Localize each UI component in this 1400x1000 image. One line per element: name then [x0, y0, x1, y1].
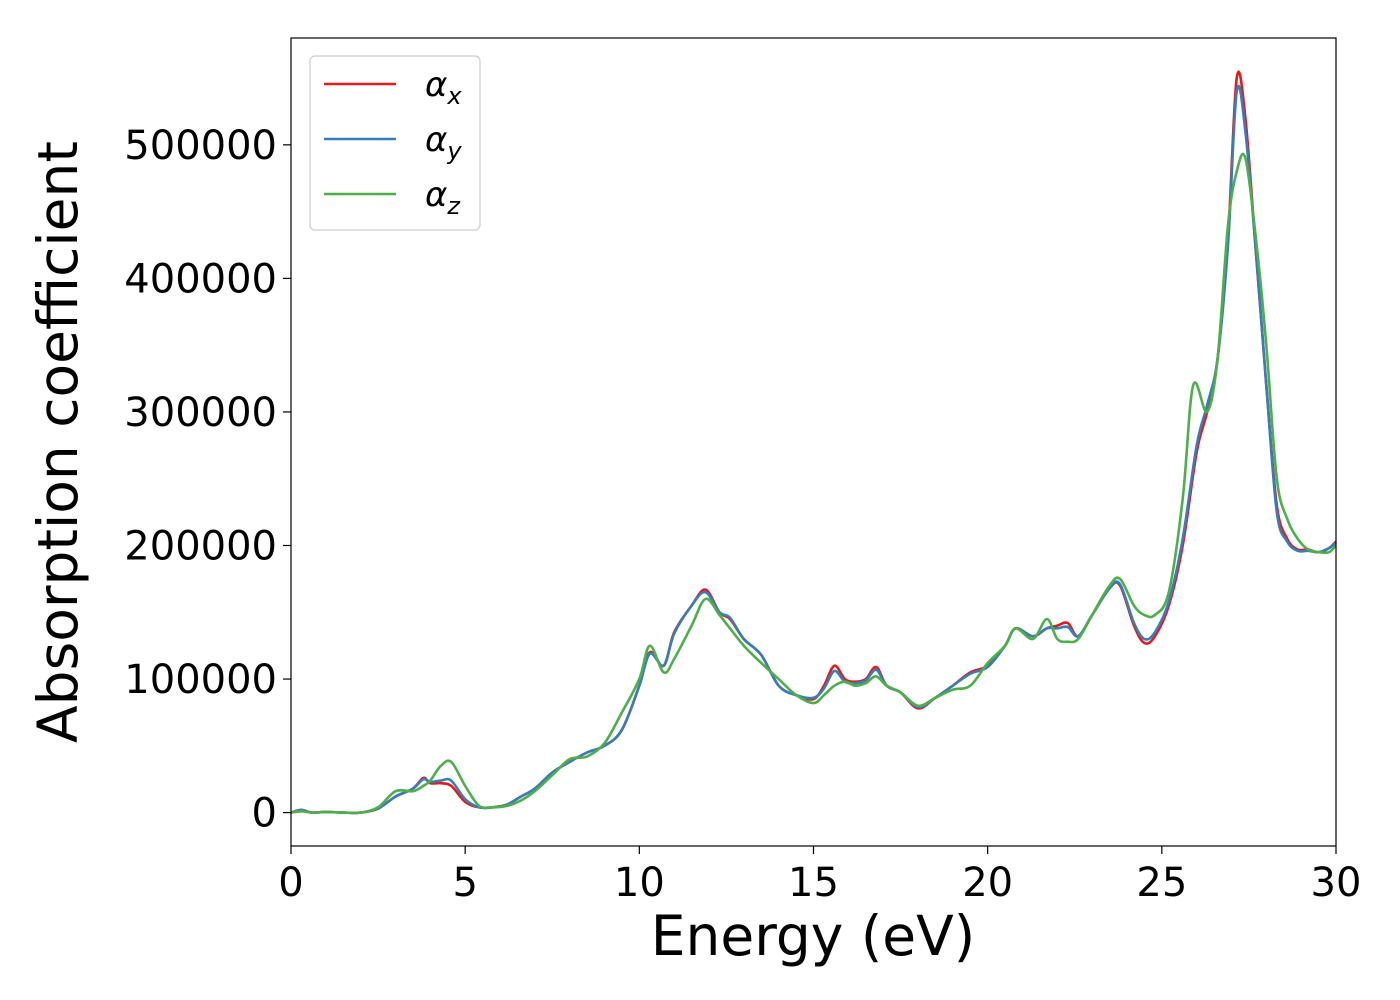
legend-label-y: αy: [425, 120, 462, 165]
legend-label-z: αz: [425, 175, 461, 220]
series-layer: [290, 70, 1337, 815]
y-axis: 0 100000 200000 300000 400000 500000: [124, 123, 291, 837]
y-tick-label: 200000: [124, 524, 277, 570]
x-axis: 0 5 10 15 20 25 30: [278, 846, 1361, 906]
y-tick-label: 400000: [124, 256, 277, 302]
x-axis-title: Energy (eV): [651, 904, 975, 968]
legend: αx αy αz: [309, 55, 481, 231]
y-tick-label: 300000: [124, 390, 277, 436]
x-tick-label: 10: [614, 860, 665, 906]
y-tick-label: 100000: [124, 657, 277, 703]
legend-label-x: αx: [425, 65, 462, 110]
legend-box: [309, 55, 481, 231]
x-tick-label: 0: [278, 860, 303, 906]
x-tick-label: 5: [452, 860, 477, 906]
y-axis-title: Absorption coefficient: [26, 141, 90, 743]
y-tick-label: 500000: [124, 123, 277, 169]
x-tick-label: 15: [788, 860, 839, 906]
x-tick-label: 30: [1311, 860, 1362, 906]
y-tick-label: 0: [252, 791, 277, 837]
x-tick-label: 20: [962, 860, 1013, 906]
x-tick-label: 25: [1136, 860, 1187, 906]
series-line-z: [290, 152, 1337, 815]
